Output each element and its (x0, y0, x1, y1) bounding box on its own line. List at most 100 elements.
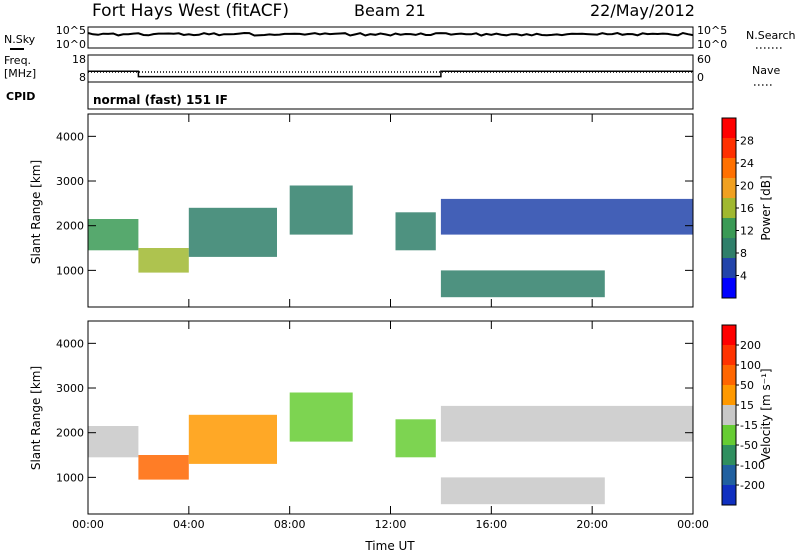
velocity-xtick-label-1: 04:00 (173, 518, 205, 531)
velocity-xtick-label-6: 00:00 (677, 518, 709, 531)
power-colorbar: 4 8 12 16 20 24 28 Power [dB] (721, 117, 773, 299)
power-cbar-seg-1 (722, 138, 736, 159)
power-cbar-seg-7 (722, 258, 736, 279)
velocity-cbar-title: Velocity [m s⁻¹] (759, 368, 773, 461)
power-ytick-label-0: 1000 (56, 264, 84, 277)
nsearch-tick-top: 10^5 (697, 24, 727, 37)
velocity-cbar-label-0: 200 (740, 339, 761, 352)
power-region-3 (289, 185, 353, 235)
power-y-ticks: 1000 2000 3000 4000 (56, 130, 693, 277)
nave-tick-top: 60 (697, 53, 711, 66)
velocity-cbar-seg-5 (722, 425, 736, 446)
station-title: Fort Hays West (fitACF) (92, 1, 289, 21)
cpid-panel-frame (87, 81, 694, 110)
power-ytick-label-3: 4000 (56, 130, 84, 143)
power-cbar-label-0: 4 (740, 270, 747, 283)
velocity-cbar-label-7: -200 (740, 479, 765, 492)
velocity-cbar-label-6: -100 (740, 459, 765, 472)
power-x-ticks (87, 114, 694, 307)
power-cbar-seg-5 (722, 218, 736, 239)
power-cbar-title: Power [dB] (759, 175, 773, 240)
nsky-panel-frame (87, 26, 694, 49)
date-label: 22/May/2012 (590, 1, 695, 20)
velocity-region-3 (289, 392, 353, 442)
velocity-colorbar: 200 100 50 15 -15 -50 -100 -200 Velocity [m s⁻¹] (721, 324, 773, 506)
nsky-tick-top: 10^5 (56, 24, 86, 37)
velocity-cbar-seg-6 (722, 445, 736, 466)
velocity-region-6 (440, 477, 605, 505)
velocity-cbar-label-1: 100 (740, 359, 761, 372)
power-ytick-label-2: 3000 (56, 175, 84, 188)
nsky-series-line (87, 31, 694, 37)
velocity-cbar-label-2: 50 (740, 379, 754, 392)
velocity-cbar-seg-1 (722, 345, 736, 366)
power-region-2 (188, 207, 277, 257)
power-cbar-seg-2 (722, 158, 736, 179)
power-cbar-label-6: 28 (740, 135, 754, 148)
cpid-label: CPID (6, 90, 35, 103)
nave-label: Nave (752, 64, 780, 77)
nsky-tick-bottom: 10^0 (56, 38, 86, 51)
power-ylabel: Slant Range [km] (29, 160, 43, 264)
power-cbar-label-2: 12 (740, 225, 754, 238)
nsky-label: N.Sky (4, 33, 36, 46)
nsearch-tick-bottom: 10^0 (697, 38, 727, 51)
velocity-xtick-label-0: 00:00 (72, 518, 104, 531)
velocity-region-5 (440, 405, 693, 442)
velocity-marks (88, 392, 693, 505)
velocity-region-2 (188, 414, 277, 464)
freq-label: Freq. (4, 54, 31, 67)
power-region-1 (138, 248, 189, 273)
velocity-cbar-seg-2 (722, 365, 736, 386)
freq-tick-top: 18 (72, 53, 86, 66)
velocity-region-0 (88, 426, 139, 458)
freq-panel-frame (87, 54, 694, 83)
velocity-ylabel: Slant Range [km] (29, 366, 43, 470)
nave-tick-bottom: 0 (697, 71, 704, 84)
velocity-panel: 1000 2000 3000 4000 00:00 04:00 08:00 12:00 16:… (29, 320, 773, 531)
velocity-y-ticks: 1000 2000 3000 4000 (56, 337, 693, 484)
velocity-cbar-seg-3 (722, 385, 736, 406)
velocity-x-ticks: 00:00 04:00 08:00 12:00 16:00 20:00 00:00 (72, 321, 709, 531)
power-cbar-label-1: 8 (740, 247, 747, 260)
power-cbar-label-5: 24 (740, 157, 754, 170)
power-panel: 1000 2000 3000 4000 Slant Range [km] 4 8 12 16… (29, 113, 773, 308)
freq-series-line (88, 70, 693, 78)
power-cbar-seg-3 (722, 178, 736, 199)
power-region-0 (88, 219, 139, 251)
cpid-text: normal (fast) 151 IF (93, 93, 228, 107)
power-marks (88, 185, 693, 298)
velocity-ytick-label-3: 4000 (56, 337, 84, 350)
velocity-cbar-label-3: 15 (740, 399, 754, 412)
velocity-cbar-label-4: -15 (740, 419, 758, 432)
velocity-ytick-label-2: 3000 (56, 382, 84, 395)
nsearch-label: N.Search (746, 29, 796, 42)
velocity-region-1 (138, 455, 189, 480)
power-cbar-seg-4 (722, 198, 736, 219)
power-region-6 (440, 270, 605, 298)
beam-label: Beam 21 (354, 1, 426, 20)
power-cbar-label-3: 16 (740, 202, 754, 215)
velocity-cbar-seg-0 (722, 325, 736, 346)
velocity-xtick-label-4: 16:00 (475, 518, 507, 531)
power-cbar-seg-0 (722, 118, 736, 139)
velocity-cbar-seg-7 (722, 465, 736, 486)
power-cbar-label-4: 20 (740, 180, 754, 193)
velocity-xtick-label-3: 12:00 (375, 518, 407, 531)
velocity-xtick-label-5: 20:00 (576, 518, 608, 531)
x-axis-label: Time UT (364, 539, 415, 553)
velocity-cbar-frame (721, 324, 737, 506)
velocity-cbar-seg-4 (722, 405, 736, 426)
velocity-ytick-label-0: 1000 (56, 471, 84, 484)
power-region-5 (440, 198, 693, 235)
velocity-xtick-label-2: 08:00 (274, 518, 306, 531)
freq-unit: [MHz] (4, 67, 36, 80)
power-region-4 (395, 212, 436, 251)
power-cbar-seg-6 (722, 238, 736, 259)
freq-tick-bottom: 8 (79, 71, 86, 84)
power-ytick-label-1: 2000 (56, 220, 84, 233)
velocity-cbar-label-5: -50 (740, 439, 758, 452)
velocity-cbar-seg-8 (722, 485, 736, 506)
power-cbar-seg-8 (722, 278, 736, 299)
